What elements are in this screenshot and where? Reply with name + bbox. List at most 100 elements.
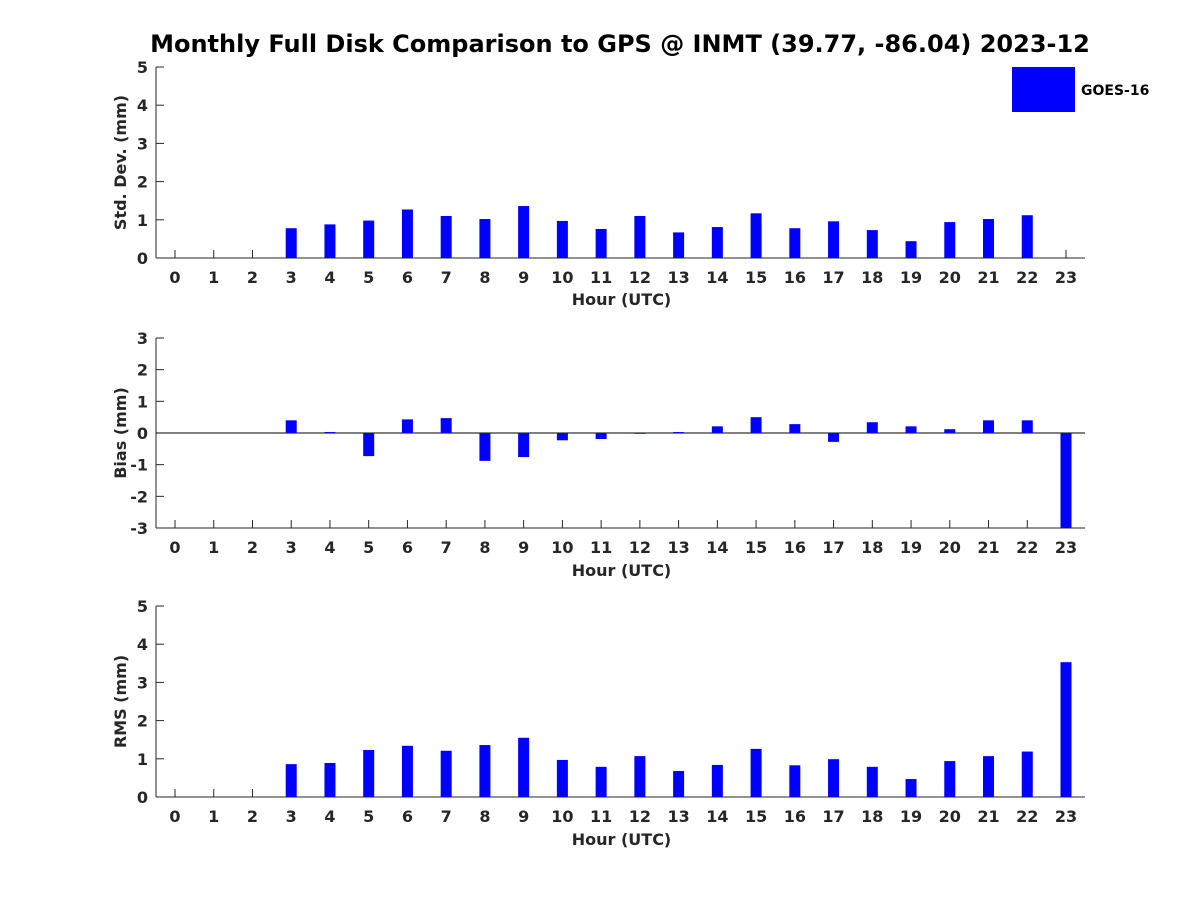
- bar-hour-17: [828, 221, 840, 258]
- y-tick-label: 4: [137, 96, 148, 115]
- x-tick-label: 19: [900, 268, 922, 287]
- y-axis-label: Std. Dev. (mm): [111, 95, 130, 230]
- x-tick-label: 16: [784, 268, 806, 287]
- x-tick-label: 16: [784, 807, 806, 826]
- bar-hour-15: [750, 213, 762, 258]
- bar-hour-6: [401, 209, 413, 258]
- bar-hour-16: [789, 424, 801, 433]
- y-tick-label: 4: [137, 635, 148, 654]
- bar-hour-18: [866, 766, 878, 797]
- x-tick-label: 23: [1055, 807, 1077, 826]
- y-tick-label: 0: [137, 424, 148, 443]
- bar-hour-5: [363, 220, 375, 258]
- bar-hour-14: [711, 227, 723, 258]
- x-tick-label: 7: [441, 807, 452, 826]
- x-tick-label: 4: [324, 268, 335, 287]
- x-tick-label: 8: [479, 538, 490, 557]
- x-tick-label: 14: [706, 807, 728, 826]
- y-tick-label: 2: [137, 173, 148, 192]
- x-tick-label: 21: [977, 538, 999, 557]
- x-tick-label: 11: [590, 268, 612, 287]
- x-tick-label: 1: [208, 807, 219, 826]
- x-tick-label: 18: [861, 807, 883, 826]
- x-tick-label: 10: [551, 268, 573, 287]
- bar-hour-13: [673, 432, 685, 433]
- bar-hour-9: [518, 206, 530, 258]
- bar-hour-23: [1060, 433, 1072, 528]
- bar-hour-21: [983, 756, 995, 797]
- bar-hour-22: [1021, 215, 1033, 258]
- x-tick-label: 20: [939, 807, 961, 826]
- bar-hour-19: [905, 241, 917, 258]
- x-tick-label: 6: [402, 807, 413, 826]
- x-tick-label: 22: [1016, 807, 1038, 826]
- bar-hour-15: [750, 417, 762, 433]
- y-axis-label: RMS (mm): [111, 655, 130, 748]
- y-tick-label: 3: [137, 329, 148, 348]
- x-tick-label: 12: [629, 807, 651, 826]
- bar-hour-10: [556, 220, 568, 258]
- x-tick-label: 4: [324, 807, 335, 826]
- x-tick-label: 6: [402, 268, 413, 287]
- x-tick-label: 11: [590, 538, 612, 557]
- bar-hour-20: [944, 429, 956, 433]
- y-tick-label: 2: [137, 712, 148, 731]
- x-tick-label: 1: [208, 538, 219, 557]
- bar-hour-19: [905, 779, 917, 797]
- y-tick-label: 5: [137, 58, 148, 77]
- x-axis-label: Hour (UTC): [572, 290, 672, 309]
- bar-hour-21: [983, 219, 995, 258]
- x-tick-label: 14: [706, 538, 728, 557]
- x-tick-label: 5: [363, 807, 374, 826]
- bar-hour-5: [363, 433, 375, 457]
- x-axis-label: Hour (UTC): [572, 561, 672, 580]
- y-tick-label: 0: [137, 249, 148, 268]
- x-tick-label: 9: [518, 807, 529, 826]
- bar-hour-7: [440, 750, 452, 797]
- x-tick-label: 17: [822, 538, 844, 557]
- bar-hour-21: [983, 420, 995, 433]
- x-tick-label: 7: [441, 268, 452, 287]
- x-tick-label: 8: [479, 807, 490, 826]
- x-tick-label: 15: [745, 807, 767, 826]
- y-tick-label: 5: [137, 597, 148, 616]
- y-tick-label: 1: [137, 750, 148, 769]
- y-tick-label: 1: [137, 211, 148, 230]
- bar-hour-3: [285, 764, 297, 797]
- x-tick-label: 23: [1055, 538, 1077, 557]
- bar-hour-8: [479, 433, 491, 461]
- x-tick-label: 5: [363, 538, 374, 557]
- x-tick-label: 0: [169, 807, 180, 826]
- bar-hour-4: [324, 432, 336, 433]
- y-tick-label: 2: [137, 361, 148, 380]
- bar-hour-8: [479, 219, 491, 258]
- x-tick-label: 20: [939, 268, 961, 287]
- x-tick-label: 0: [169, 268, 180, 287]
- bar-hour-22: [1021, 751, 1033, 797]
- bar-hour-11: [595, 433, 607, 440]
- x-tick-label: 17: [822, 807, 844, 826]
- x-tick-label: 9: [518, 268, 529, 287]
- x-tick-label: 15: [745, 268, 767, 287]
- x-tick-label: 21: [977, 268, 999, 287]
- legend-entry: GOES-16: [1081, 83, 1149, 99]
- bar-hour-6: [401, 745, 413, 797]
- x-tick-label: 2: [247, 538, 258, 557]
- x-tick-label: 3: [286, 538, 297, 557]
- chart-title: Monthly Full Disk Comparison to GPS @ IN…: [150, 30, 1090, 58]
- y-tick-label: 1: [137, 392, 148, 411]
- y-tick-label: 3: [137, 673, 148, 692]
- legend: GOES-16: [1012, 67, 1149, 112]
- x-tick-label: 12: [629, 268, 651, 287]
- x-tick-label: 10: [551, 807, 573, 826]
- bar-hour-3: [285, 228, 297, 258]
- bar-hour-23: [1060, 662, 1072, 797]
- x-tick-label: 9: [518, 538, 529, 557]
- y-tick-label: 3: [137, 134, 148, 153]
- bar-hour-18: [866, 422, 878, 433]
- bar-hour-12: [634, 433, 646, 434]
- x-tick-label: 5: [363, 268, 374, 287]
